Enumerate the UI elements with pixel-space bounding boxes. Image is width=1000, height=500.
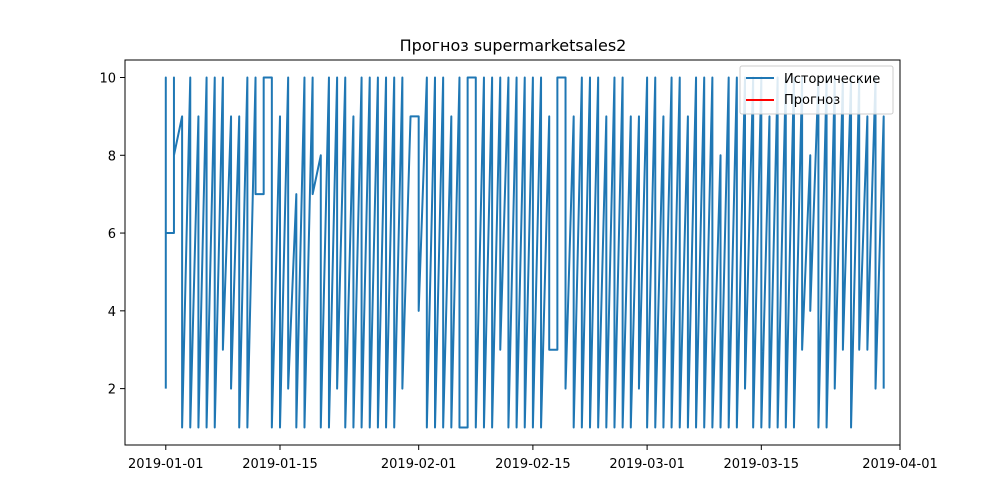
- plot-area: [164, 76, 885, 429]
- series-layer: [164, 76, 885, 429]
- y-tick-label: 6: [108, 227, 116, 242]
- y-tick-label: 4: [108, 305, 116, 320]
- legend-label-historical: Исторические: [784, 72, 880, 87]
- x-tick-label: 2019-02-15: [495, 457, 571, 472]
- x-axis: 2019-01-01 2019-01-15 2019-02-01 2019-02-15…: [128, 445, 938, 472]
- x-tick-label: 2019-02-01: [381, 457, 457, 472]
- y-axis: 2 4 6 8 10: [99, 72, 125, 398]
- chart-title: Прогноз supermarketsales2: [400, 36, 627, 55]
- legend-box: [739, 65, 894, 115]
- legend: Исторические Прогноз: [739, 65, 894, 115]
- series-line-0: [164, 76, 885, 429]
- y-tick-label: 10: [99, 72, 116, 87]
- y-tick-label: 2: [108, 383, 116, 398]
- plot-frame: [124, 59, 901, 446]
- y-tick-label: 8: [108, 149, 116, 164]
- legend-label-forecast: Прогноз: [784, 93, 840, 108]
- x-tick-label: 2019-01-15: [242, 457, 318, 472]
- x-tick-label: 2019-01-01: [128, 457, 204, 472]
- x-tick-label: 2019-03-15: [724, 457, 800, 472]
- x-tick-label: 2019-04-01: [862, 457, 938, 472]
- x-tick-label: 2019-03-01: [609, 457, 685, 472]
